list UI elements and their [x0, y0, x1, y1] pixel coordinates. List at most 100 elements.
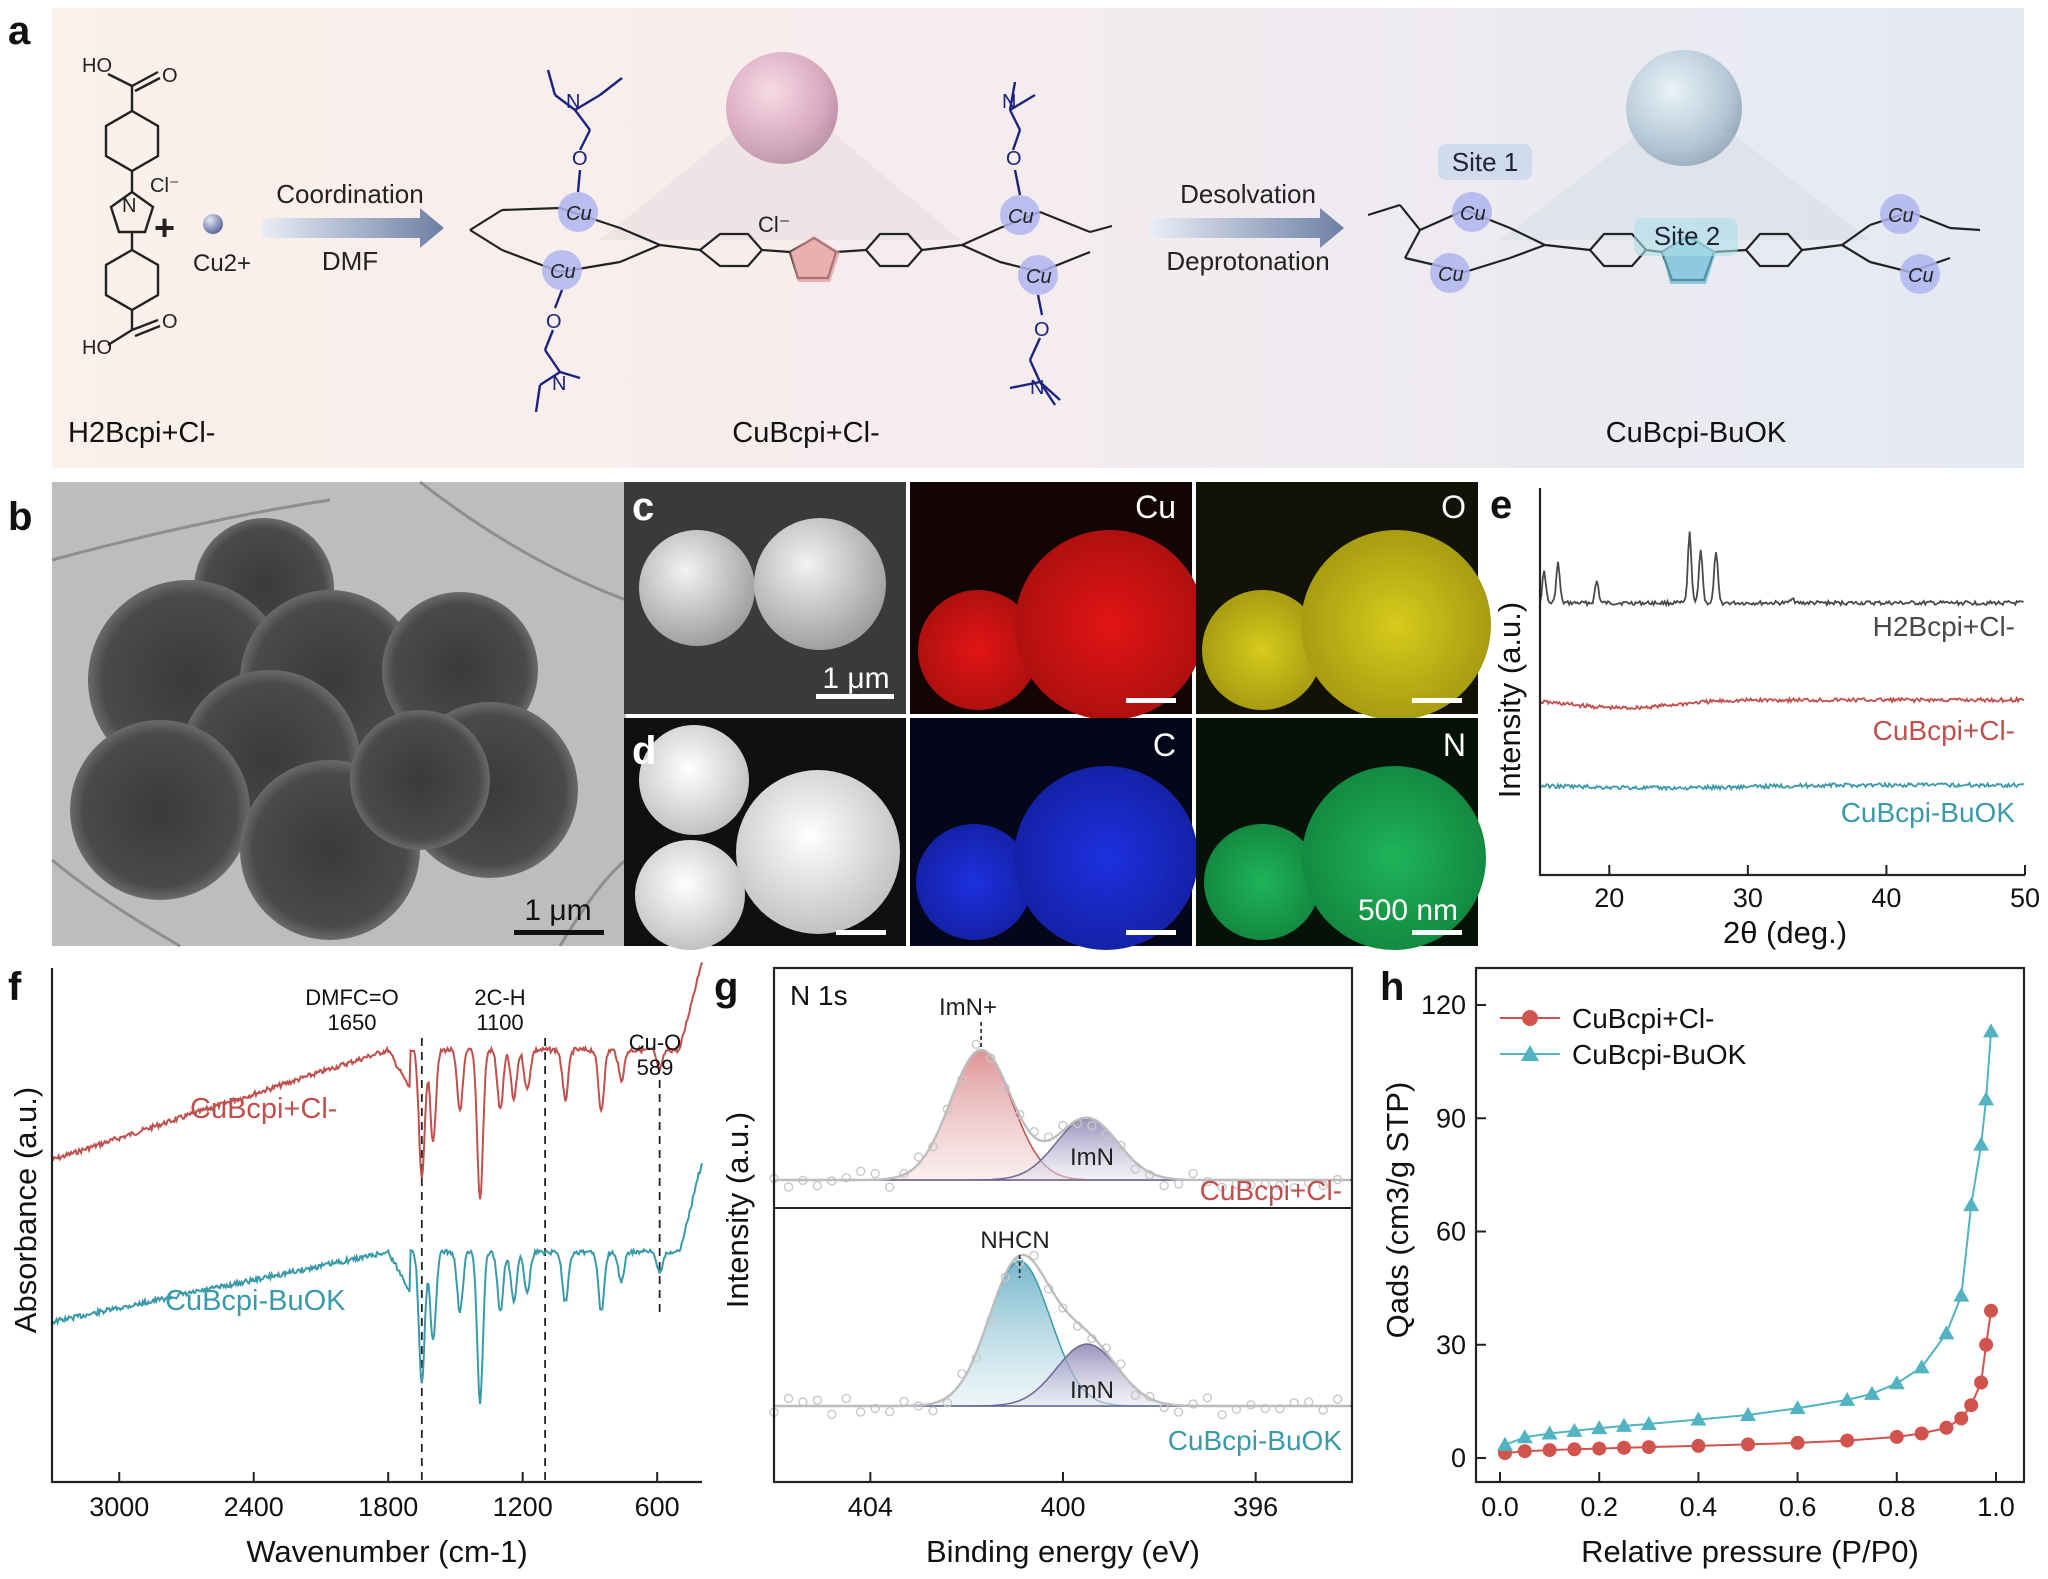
reactant-top-acid-o: O	[162, 65, 178, 87]
eds-n-scale-bar	[1412, 930, 1462, 935]
intermediate-chloride: Cl⁻	[758, 212, 790, 237]
panel-d-label: d	[632, 729, 656, 773]
eds-o-sphere-large	[1301, 530, 1491, 720]
h-series-0-point-7	[1691, 1438, 1706, 1453]
g-series-0-point-162	[1159, 1180, 1169, 1191]
e-x-tick-label-3: 50	[2010, 883, 2040, 913]
dmf-o-4: O	[1034, 319, 1050, 341]
cubcpi-buok-zoom-cone	[1500, 132, 1870, 240]
f-annot-cuo-label: Cu-O	[629, 1030, 682, 1055]
haadf-sphere-small	[639, 725, 749, 835]
eds-cu-scale-bar	[1126, 698, 1176, 703]
dmf-n-3: N	[1002, 91, 1016, 113]
eds-cu-sphere-small	[918, 590, 1038, 710]
cu-node-right-a-label: Cu	[1888, 205, 1914, 227]
tem-microspheres	[70, 518, 578, 940]
f-annot-cuo-value: 589	[637, 1055, 674, 1080]
g-series-0-point-36	[856, 1166, 866, 1177]
dmf-n-1: N	[566, 91, 580, 113]
h-series-1-point-1	[1516, 1429, 1533, 1444]
f-annot-ch-label: 2C-H	[474, 985, 525, 1010]
g-series-0-point-228	[1318, 1180, 1328, 1191]
cu-node-3	[1000, 195, 1040, 235]
g-series-1-point-210	[1275, 1403, 1285, 1414]
panel-e-label: e	[1490, 483, 1512, 527]
sem-scale-label: 1 μm	[822, 662, 889, 695]
g-x-tick-label-2: 396	[1233, 1492, 1278, 1522]
cubcpi-buok-microsphere-render	[1626, 50, 1742, 166]
eds-n-sphere-large	[1302, 766, 1486, 950]
reactant-chloride: Cl⁻	[150, 175, 179, 197]
f-axes	[50, 968, 702, 1484]
h-legend-marker-2	[1521, 1045, 1539, 1061]
f-legend-cubcpi: CuBcpi+Cl-	[190, 1093, 337, 1125]
g-series-0-point-6	[783, 1182, 794, 1192]
dmf-o-2: O	[546, 311, 562, 333]
g-series-0-component-1	[774, 1117, 1352, 1181]
copper-ion-label: Cu2+	[193, 250, 251, 277]
dmf-o-3: O	[1006, 148, 1022, 170]
f-legend-cubcpi-buok: CuBcpi-BuOK	[165, 1285, 346, 1317]
e-plot-area: 20 30 40 50	[1539, 531, 2040, 913]
arrow2-bottom-label: Deprotonation	[1166, 246, 1329, 276]
g-series-1-point-18	[812, 1395, 823, 1405]
h-y-tick-label-3: 90	[1436, 1103, 1466, 1133]
sem-scale-bar	[816, 694, 894, 699]
g-series-1-point-168	[1173, 1407, 1184, 1417]
arrow1-top-label: Coordination	[276, 179, 423, 209]
g-series-0-point-48	[884, 1182, 895, 1192]
g-series-1-point-24	[827, 1409, 837, 1420]
f-annot-dmf-value: 1650	[328, 1010, 377, 1035]
h-series-1-point-18	[1978, 1091, 1995, 1106]
h-series-0-point-13	[1939, 1420, 1954, 1435]
f-series-1	[51, 1163, 703, 1405]
h-series-0-point-14	[1954, 1411, 1969, 1426]
g-legend-cubcpi-buok: CuBcpi-BuOK	[1168, 1425, 1343, 1456]
g-series-1-point-48	[884, 1406, 895, 1417]
h-y-tick-label-4: 120	[1421, 990, 1466, 1020]
imidazolium-highlight	[790, 236, 840, 282]
h-series-0-point-4	[1592, 1441, 1607, 1456]
g-series-0-point-60	[913, 1152, 924, 1162]
g-series-0-point-132	[1087, 1120, 1097, 1131]
reactant-imidazolium-n: N	[122, 195, 136, 217]
g-series-0-point-72	[942, 1104, 953, 1114]
panel-c-label: c	[632, 485, 654, 529]
h-series-1-point-11	[1864, 1385, 1880, 1400]
cu-node-right-b-label: Cu	[1908, 265, 1934, 287]
site1-cu-node-b-label: Cu	[1438, 264, 1464, 286]
g-series-1-point-72	[942, 1398, 953, 1408]
h-ylabel: Qads (cm3/g STP)	[1380, 1082, 1415, 1339]
h-y-tick-label-2: 60	[1436, 1217, 1466, 1247]
h-series-1-point-4	[1591, 1420, 1608, 1435]
g-series-0-point-150	[1130, 1164, 1141, 1174]
f-x-tick-label-3: 1200	[493, 1492, 553, 1522]
h-series-1-point-17	[1973, 1136, 1990, 1151]
e-series-1	[1539, 695, 2025, 711]
h-plot-area: 0.0 0.2 0.4 0.6 0.8 1.0 0 30 60 90 120	[1421, 990, 2015, 1522]
reactant-name: H2Bcpi+Cl-	[68, 417, 215, 449]
panel-f-ftir-chart: f Absorbance (a.u.) 3000 2400 1800 1200 600 …	[8, 962, 703, 1569]
f-series-0	[51, 962, 703, 1200]
h-y-tick-label-1: 30	[1436, 1330, 1466, 1360]
h-series-0-point-11	[1889, 1429, 1904, 1444]
reactant-top-acid: HO	[82, 55, 112, 77]
cu-node-4	[1018, 255, 1058, 295]
g-series-0-point-84	[971, 1039, 981, 1050]
e-ylabel: Intensity (a.u.)	[1492, 602, 1527, 798]
g-top-peak2-label: ImN	[1070, 1144, 1114, 1171]
e-x-tick-label-2: 40	[1871, 883, 1901, 913]
g-xlabel: Binding energy (eV)	[926, 1534, 1200, 1569]
h-x-tick-label-0: 0.0	[1481, 1492, 1519, 1522]
f-xlabel: Wavenumber (cm-1)	[246, 1534, 527, 1569]
haadf-scale-bar	[836, 930, 886, 935]
panel-h-label: h	[1380, 965, 1404, 1009]
h-series-1-point-15	[1953, 1287, 1970, 1302]
eds-n-label: N	[1443, 727, 1466, 763]
h-series-1-point-16	[1963, 1197, 1980, 1212]
arrow2-top-label: Desolvation	[1180, 179, 1316, 209]
site1-cu-node-a-label: Cu	[1460, 203, 1486, 225]
panel-f-label: f	[8, 965, 22, 1009]
h-series-1-point-14	[1938, 1325, 1955, 1340]
h-legend-marker-1	[1522, 1010, 1538, 1026]
